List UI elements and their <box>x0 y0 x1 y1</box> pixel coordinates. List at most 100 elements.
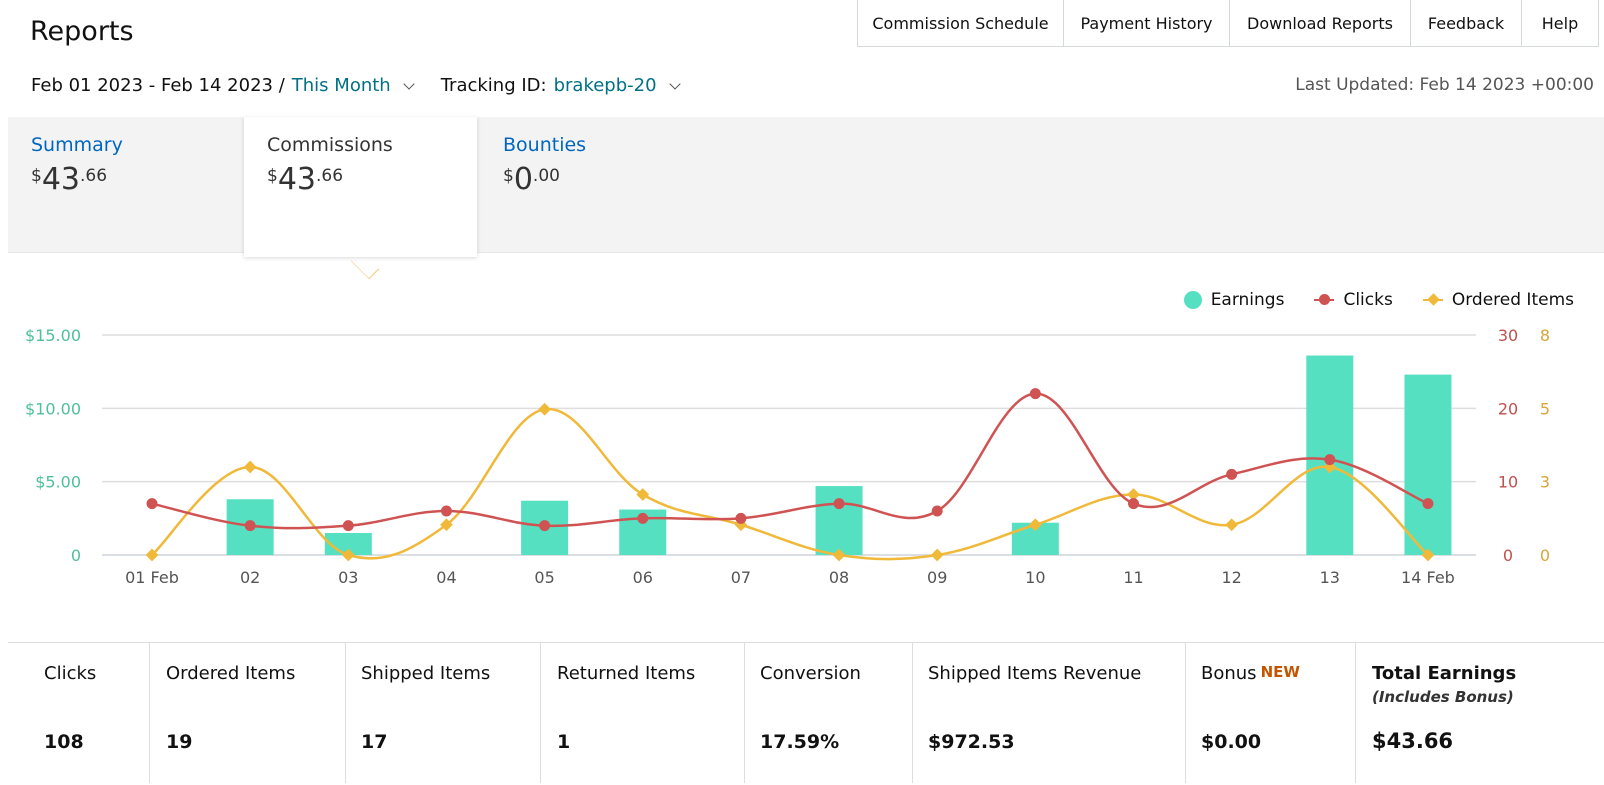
ordered-items-point <box>1028 518 1042 532</box>
clicks-point <box>1029 388 1041 400</box>
ordered-items-swatch-icon <box>1422 299 1443 301</box>
clicks-swatch-icon <box>1314 294 1335 305</box>
x-tick-label: 08 <box>829 568 849 587</box>
new-badge: NEW <box>1260 663 1300 681</box>
x-tick-label: 10 <box>1025 568 1045 587</box>
earnings-bar <box>521 500 569 555</box>
legend-clicks[interactable]: Clicks <box>1314 290 1393 310</box>
chevron-down-icon[interactable] <box>403 77 415 90</box>
clicks-point <box>1226 468 1238 480</box>
top-nav: Commission Schedule Payment History Down… <box>857 0 1599 47</box>
y-left-tick-label: 0 <box>71 546 81 565</box>
y-right-ordered-tick-label: 8 <box>1540 326 1550 345</box>
ordered-items-point <box>538 402 551 416</box>
nav-feedback[interactable]: Feedback <box>1410 0 1522 47</box>
clicks-point <box>931 505 943 517</box>
ordered-items-point <box>145 548 159 562</box>
ordered-items-point <box>1225 518 1239 532</box>
clicks-point <box>637 512 649 524</box>
stat-returned-items-value: 1 <box>557 731 571 753</box>
x-tick-label: 07 <box>731 568 751 587</box>
y-right-clicks-tick-label: 0 <box>1503 546 1513 565</box>
ordered-items-point <box>636 488 650 501</box>
y-left-tick-label: $15.00 <box>25 326 81 345</box>
x-tick-label: 04 <box>436 568 456 587</box>
earnings-bar <box>1011 522 1059 555</box>
earnings-swatch-icon <box>1183 291 1202 309</box>
earnings-bar <box>1404 374 1452 555</box>
earnings-bar <box>1306 355 1354 555</box>
tab-summary-label[interactable]: Summary <box>31 134 123 156</box>
y-right-clicks-tick-label: 10 <box>1498 473 1518 492</box>
clicks-point <box>1324 454 1336 466</box>
y-right-ordered-tick-label: 3 <box>1540 473 1550 492</box>
y-left-tick-label: $5.00 <box>35 473 81 492</box>
stat-shipped-items: Shipped Items 17 <box>346 643 541 783</box>
date-range: Feb 01 2023 - Feb 14 2023 / <box>31 75 285 96</box>
ordered-items-line <box>151 407 1429 561</box>
x-tick-label: 09 <box>927 568 947 587</box>
tab-bounties[interactable]: Bounties $0.00 <box>503 117 713 253</box>
stat-shipped-revenue: Shipped Items Revenue $972.53 <box>913 643 1186 783</box>
x-tick-label: 13 <box>1320 568 1340 587</box>
tab-summary[interactable]: Summary $43.66 <box>31 117 241 253</box>
x-tick-label: 06 <box>633 568 653 587</box>
tracking-id-dropdown[interactable]: brakepb-20 <box>553 75 657 96</box>
commissions-amount: $43.66 <box>267 162 344 197</box>
clicks-point <box>1128 498 1139 510</box>
clicks-point <box>244 520 256 532</box>
ordered-items-point <box>1421 548 1435 562</box>
legend-ordered-items-label: Ordered Items <box>1451 290 1574 310</box>
chart-legend: Earnings Clicks Ordered Items <box>1154 290 1574 310</box>
legend-earnings-label: Earnings <box>1210 290 1285 310</box>
legend-earnings[interactable]: Earnings <box>1183 290 1285 310</box>
ordered-items-point <box>930 548 944 562</box>
ordered-items-point <box>1127 488 1140 501</box>
tracking-label: Tracking ID: <box>440 75 547 96</box>
y-right-clicks-tick-label: 20 <box>1498 399 1518 418</box>
period-dropdown[interactable]: This Month <box>291 75 391 96</box>
stat-returned-items: Returned Items 1 <box>541 643 745 783</box>
ordered-items-point <box>440 518 453 532</box>
legend-ordered-items[interactable]: Ordered Items <box>1422 290 1574 310</box>
x-tick-label: 12 <box>1221 568 1241 587</box>
y-left-tick-label: $10.00 <box>25 399 81 418</box>
ordered-items-point <box>734 518 748 532</box>
x-tick-label: 02 <box>240 568 260 587</box>
y-right-clicks-tick-label: 30 <box>1498 326 1518 345</box>
tab-commissions[interactable]: Commissions $43.66 <box>244 117 477 257</box>
nav-download-reports[interactable]: Download Reports <box>1229 0 1411 47</box>
earnings-bar <box>619 509 667 555</box>
x-tick-label: 11 <box>1123 568 1143 587</box>
tab-bounties-label[interactable]: Bounties <box>503 134 587 156</box>
total-earnings-note: (Includes Bonus) <box>1372 688 1514 706</box>
stat-total-earnings: Total Earnings (Includes Bonus) $43.66 <box>1356 643 1604 783</box>
x-tick-label: 03 <box>338 568 358 587</box>
stat-shipped-items-value: 17 <box>361 731 388 753</box>
stat-bonus-value: $0.00 <box>1201 731 1262 753</box>
nav-commission-schedule[interactable]: Commission Schedule <box>857 0 1064 47</box>
earnings-bar <box>815 486 863 555</box>
ordered-items-point <box>341 548 355 562</box>
earnings-bar <box>226 499 274 555</box>
tab-commissions-label[interactable]: Commissions <box>267 134 393 156</box>
bounties-amount: $0.00 <box>503 162 560 197</box>
clicks-point <box>146 498 158 510</box>
stat-clicks-value: 108 <box>44 731 84 753</box>
chevron-down-icon[interactable] <box>668 77 681 90</box>
nav-help[interactable]: Help <box>1521 0 1599 47</box>
clicks-line <box>151 392 1429 530</box>
stat-conversion-value: 17.59% <box>760 731 840 753</box>
stat-shipped-revenue-value: $972.53 <box>928 731 1015 753</box>
ordered-items-point <box>1323 460 1337 474</box>
clicks-point <box>1422 498 1434 510</box>
x-tick-label: 14 Feb <box>1401 568 1455 587</box>
page-title: Reports <box>30 16 134 47</box>
clicks-point <box>539 520 551 532</box>
summary-amount: $43.66 <box>31 162 108 197</box>
ordered-items-point <box>832 548 846 562</box>
clicks-point <box>342 520 354 532</box>
x-tick-label: 01 Feb <box>125 568 179 587</box>
legend-clicks-label: Clicks <box>1343 290 1393 310</box>
nav-payment-history[interactable]: Payment History <box>1063 0 1230 47</box>
